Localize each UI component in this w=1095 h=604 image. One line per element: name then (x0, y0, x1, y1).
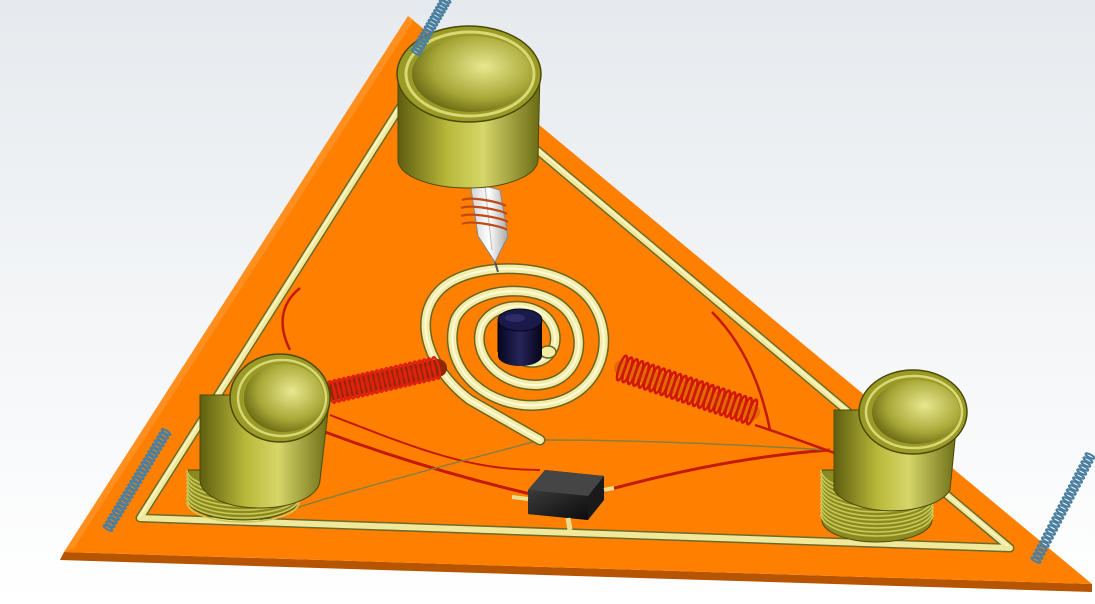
coil-turn (440, 0, 452, 4)
coil-turn (1067, 484, 1079, 492)
coil-turn (1084, 452, 1095, 460)
coil-turn (122, 490, 134, 499)
coil-turn (111, 509, 123, 518)
thread-ring (186, 497, 300, 519)
thread-ring (186, 501, 300, 523)
coil-turn (1078, 464, 1090, 472)
coil-turn (1055, 508, 1067, 516)
spiral-coil (420, 263, 610, 446)
end-spring-top (410, 0, 452, 56)
connection-wires (259, 287, 841, 521)
coil-turn (136, 468, 147, 477)
thread-ring (820, 513, 934, 537)
coil-turn (745, 398, 759, 426)
end-spring-left (102, 428, 172, 532)
thread-ring (820, 501, 934, 525)
coil-turn (1076, 468, 1088, 476)
coil-turn (102, 524, 114, 532)
coil-turn (1063, 492, 1075, 500)
coil-turn (133, 472, 145, 481)
coil-turn (120, 494, 132, 503)
coil-turn (145, 453, 156, 462)
coil-turn (116, 501, 127, 510)
cylinder-right (820, 369, 968, 543)
coil-turn (1047, 524, 1059, 532)
coil-turn (153, 439, 165, 447)
coil-turn (1074, 472, 1086, 480)
center-magnet (497, 308, 543, 366)
coil-turn (151, 442, 163, 451)
end-spring-right (1030, 452, 1095, 564)
coil-turn (140, 461, 152, 470)
coil-turn (1059, 500, 1071, 508)
coil-turn (149, 446, 161, 455)
coil-turn (1049, 520, 1061, 528)
coil-turn (160, 428, 172, 436)
coil-turn (1032, 552, 1044, 560)
coil-turn (1061, 496, 1073, 504)
coil-turn (131, 476, 143, 484)
coil-turn (1051, 516, 1063, 524)
coil-turn (127, 483, 138, 492)
coil-turn (158, 431, 170, 440)
coil-turn (1065, 488, 1077, 496)
coil-turn (1072, 476, 1084, 484)
spring-left (321, 356, 447, 404)
crystal-probe (460, 181, 509, 273)
coil-turn (156, 435, 167, 444)
coil-turn (1080, 460, 1092, 468)
coil-turn (138, 465, 150, 473)
coil-turn (1069, 480, 1081, 488)
coil-turn (142, 457, 154, 466)
coil-turn (1045, 528, 1057, 536)
coil-turn (147, 450, 158, 459)
coil-turn (109, 513, 121, 521)
spring-right (614, 354, 760, 426)
coil-turn (430, 356, 442, 380)
coil-turn (113, 505, 125, 514)
connector-box (511, 470, 615, 531)
coil-turn (1034, 548, 1046, 556)
coil-turn (104, 520, 116, 529)
cylinder-left (186, 353, 331, 523)
coil-turn (1030, 556, 1042, 564)
coil-turn (124, 487, 136, 495)
thread-ring (820, 497, 934, 521)
coil-turn (1082, 456, 1094, 464)
coil-turn (1057, 504, 1069, 512)
coil-turn (1038, 540, 1050, 548)
coil-turn (1042, 532, 1054, 540)
thread-ring (820, 509, 934, 533)
thread-ring (820, 505, 934, 529)
coil-turn (107, 516, 118, 525)
coil-turn (118, 498, 129, 507)
coil-turn (1053, 512, 1065, 520)
cylinder-top (396, 25, 542, 189)
coil-turn (1036, 544, 1048, 552)
coil-turn (1040, 536, 1052, 544)
coil-turn (129, 479, 141, 488)
